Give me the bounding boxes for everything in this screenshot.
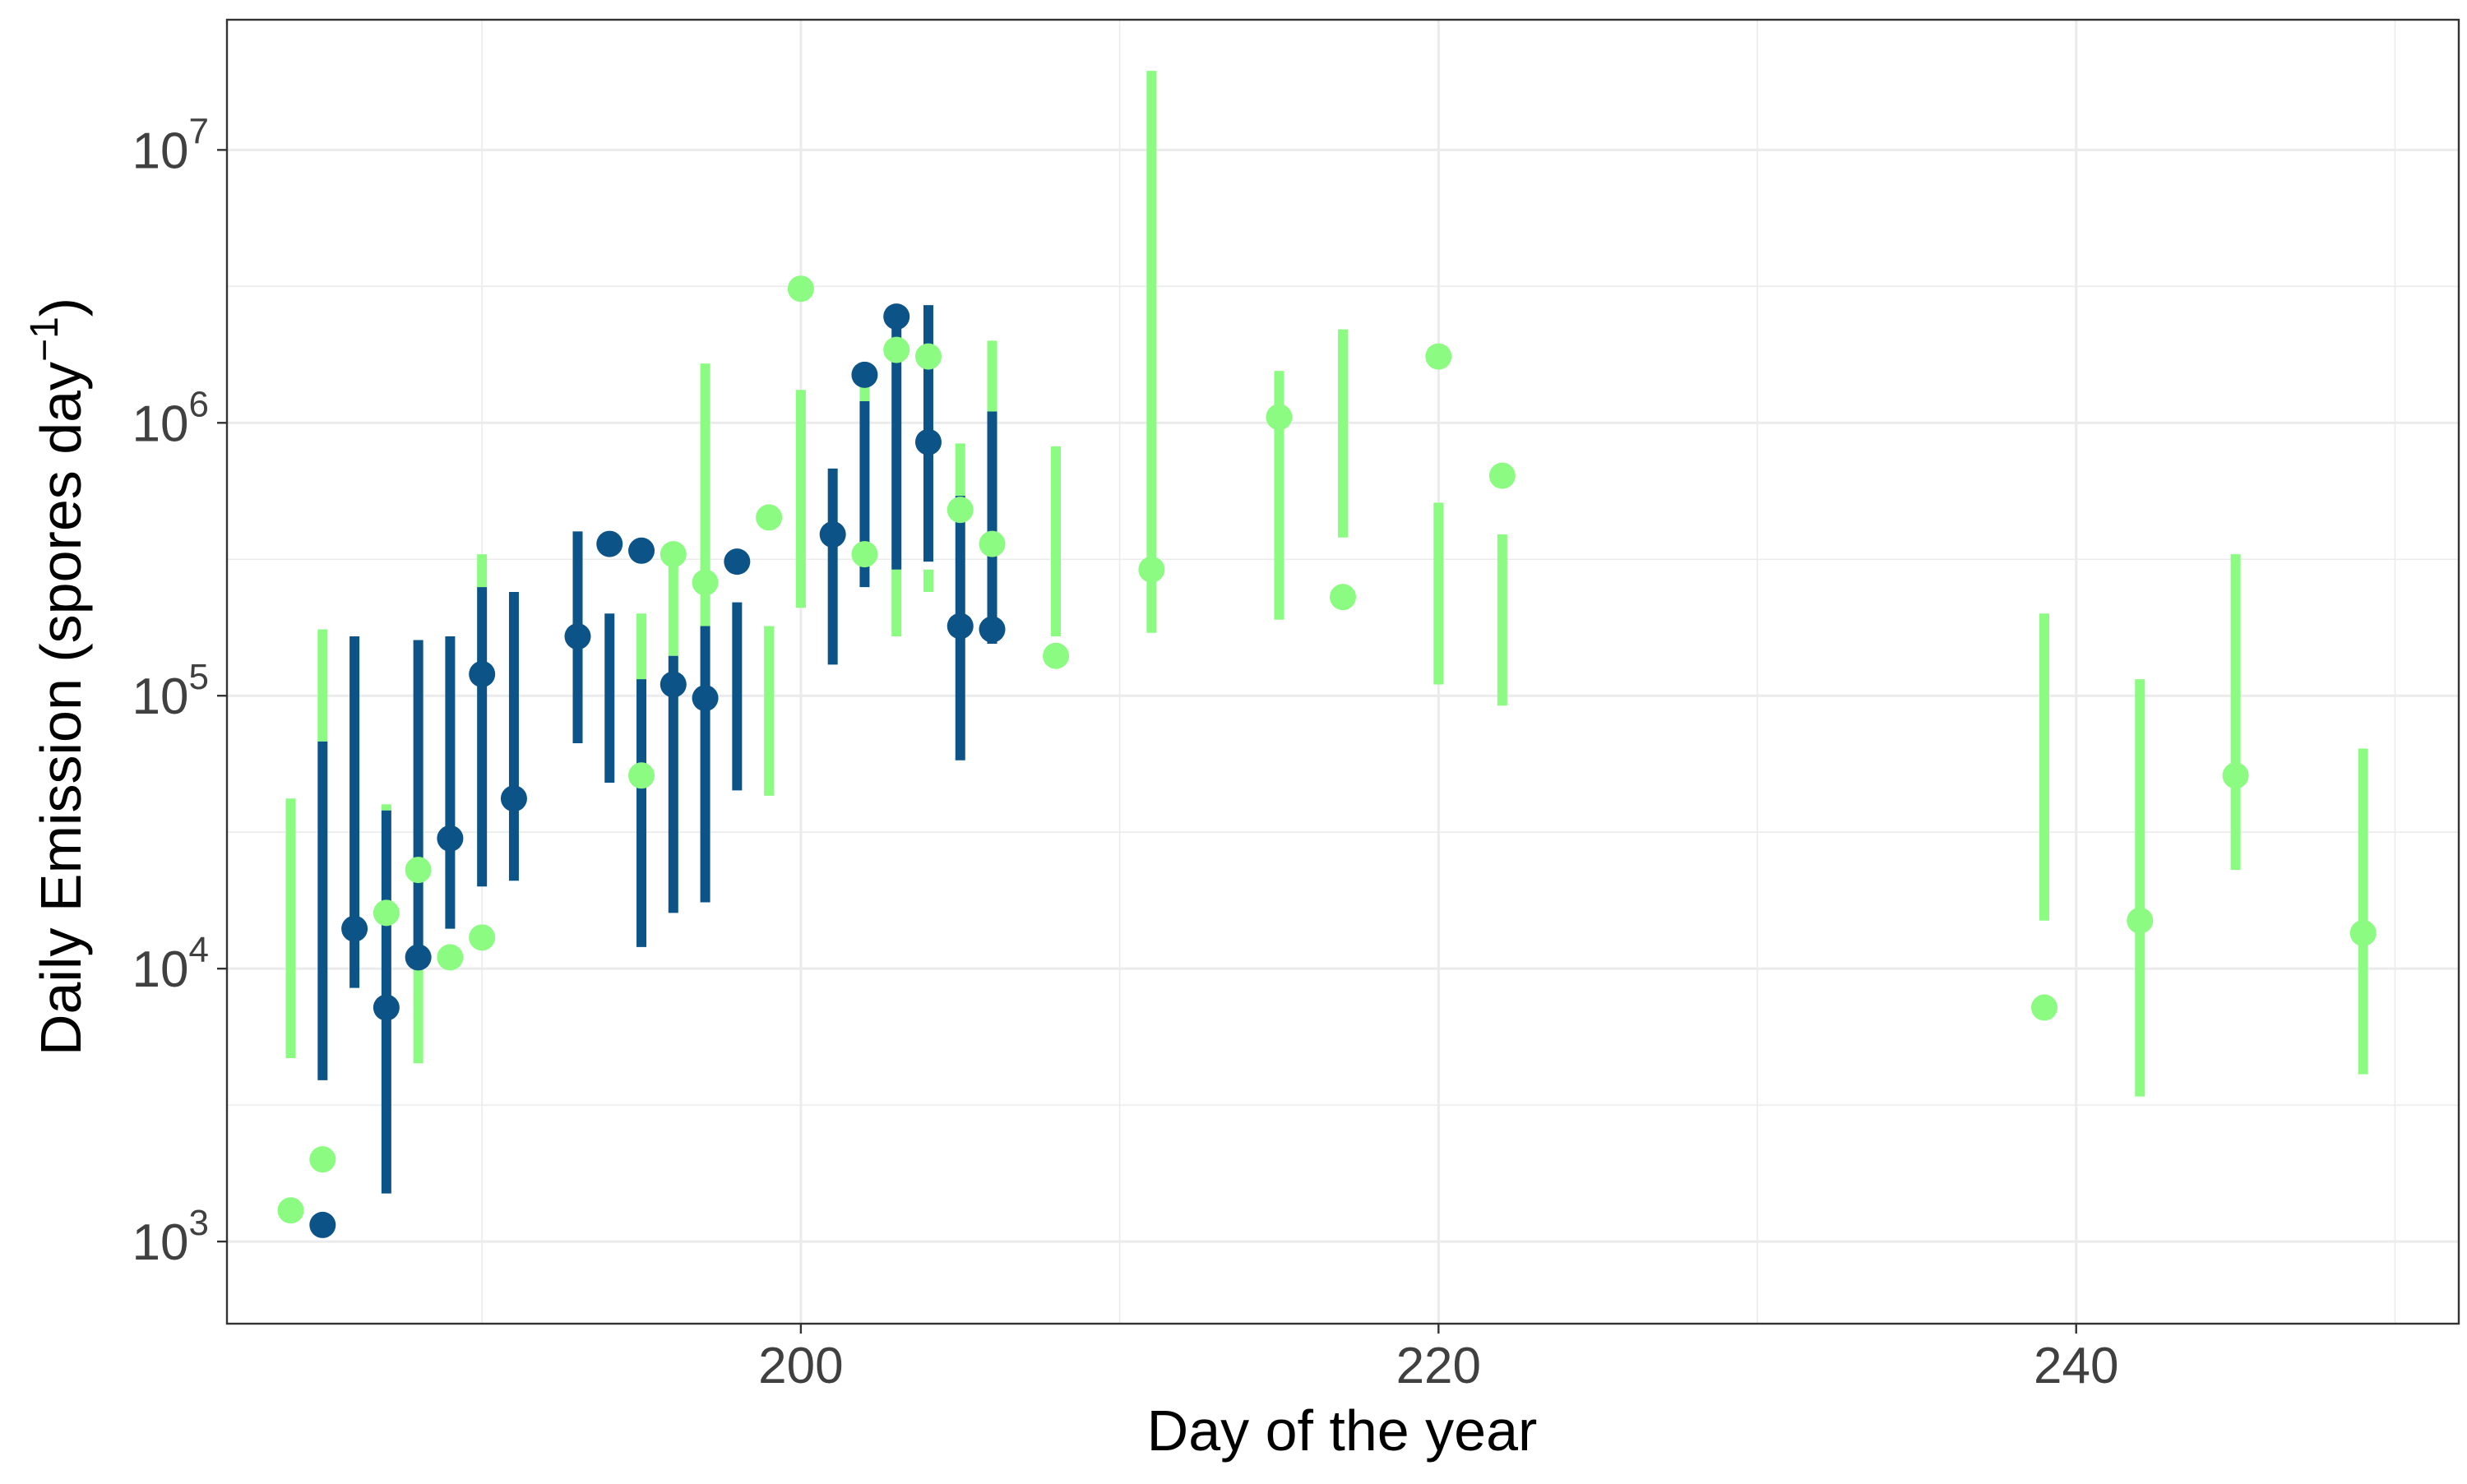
data-point bbox=[2349, 919, 2377, 946]
y-tick-label: 104 bbox=[132, 930, 209, 998]
y-tick-label: 106 bbox=[132, 384, 209, 452]
y-axis-title-main: Daily Emission (spores day bbox=[29, 362, 93, 1056]
data-point bbox=[628, 762, 655, 789]
data-point bbox=[437, 944, 464, 971]
data-point bbox=[309, 1146, 336, 1173]
data-point bbox=[819, 521, 846, 548]
data-point bbox=[914, 428, 942, 455]
data-point bbox=[979, 530, 1006, 557]
error-bars bbox=[285, 71, 2368, 1194]
data-point bbox=[341, 915, 368, 942]
data-point bbox=[628, 537, 655, 564]
data-points bbox=[277, 275, 2377, 1238]
data-point bbox=[883, 303, 910, 331]
y-axis-ticks: 103 104 105 106 107 bbox=[132, 111, 227, 1271]
data-point bbox=[756, 504, 783, 531]
data-point bbox=[1138, 556, 1165, 583]
y-tick-label: 103 bbox=[132, 1203, 209, 1271]
data-point bbox=[564, 623, 591, 650]
data-point bbox=[309, 1211, 336, 1238]
x-axis-ticks: 200 220 240 bbox=[758, 1324, 2118, 1394]
data-point bbox=[914, 343, 942, 370]
x-tick-label: 220 bbox=[1396, 1338, 1481, 1394]
data-point bbox=[373, 994, 400, 1021]
data-point bbox=[2127, 907, 2154, 934]
data-point bbox=[469, 660, 496, 687]
data-point bbox=[2222, 762, 2249, 789]
data-point bbox=[1266, 404, 1293, 431]
data-point bbox=[851, 361, 878, 388]
data-point bbox=[947, 497, 974, 524]
data-point bbox=[1330, 584, 1356, 611]
data-point bbox=[437, 825, 464, 852]
x-tick-label: 200 bbox=[758, 1338, 843, 1394]
data-point bbox=[373, 899, 400, 927]
grid-minor bbox=[227, 20, 2459, 1324]
plot-panel-border bbox=[225, 18, 2460, 1325]
data-point bbox=[1425, 343, 1452, 370]
data-point bbox=[596, 530, 623, 557]
data-point bbox=[405, 857, 432, 884]
y-axis-title: Daily Emission (spores day−1) bbox=[23, 298, 93, 1056]
data-point bbox=[883, 336, 910, 363]
data-point bbox=[979, 616, 1006, 643]
y-axis-title-superscript: −1 bbox=[23, 317, 67, 362]
y-tick-label: 107 bbox=[132, 111, 209, 179]
data-point bbox=[1043, 642, 1070, 669]
data-point bbox=[277, 1197, 304, 1224]
data-point bbox=[405, 944, 432, 971]
x-tick-label: 240 bbox=[2034, 1338, 2118, 1394]
grid-major bbox=[227, 20, 2459, 1324]
data-point bbox=[1488, 462, 1516, 489]
data-point bbox=[469, 924, 496, 951]
data-point bbox=[692, 569, 719, 596]
data-point bbox=[2030, 994, 2057, 1021]
x-axis-title: Day of the year bbox=[1147, 1398, 1538, 1463]
data-point bbox=[692, 685, 719, 712]
data-point bbox=[947, 613, 974, 640]
data-point bbox=[660, 541, 687, 568]
data-point bbox=[787, 275, 814, 303]
y-axis-title-suffix: ) bbox=[29, 298, 93, 317]
data-point bbox=[660, 671, 687, 698]
y-tick-label: 105 bbox=[132, 657, 209, 725]
data-point bbox=[851, 541, 878, 568]
data-point bbox=[500, 785, 527, 812]
data-point bbox=[724, 548, 751, 576]
